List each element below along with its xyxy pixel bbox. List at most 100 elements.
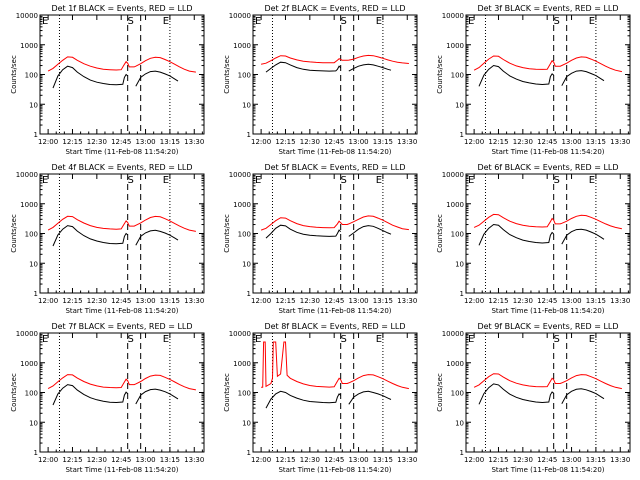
y-tick-label: 100 — [451, 390, 464, 398]
x-tick-label: 12:15 — [488, 456, 508, 464]
x-tick-label: 13:15 — [586, 297, 606, 305]
y-tick-label: 10000 — [229, 12, 251, 20]
x-axis-label: Start Time (11-Feb-08 11:54:20) — [65, 307, 178, 315]
plot-frame — [39, 332, 205, 453]
y-tick-label: 1 — [34, 131, 38, 139]
x-tick-label: 12:45 — [537, 456, 557, 464]
series-events-line — [135, 388, 179, 405]
y-axis-label: Counts/sec — [10, 55, 18, 94]
x-tick-label: 13:30 — [397, 456, 417, 464]
series-lld-line — [47, 56, 196, 73]
x-tick-label: 13:15 — [373, 138, 393, 146]
x-tick-label: 13:00 — [135, 138, 155, 146]
x-tick-label: 13:15 — [160, 297, 180, 305]
series-events-line — [135, 229, 179, 246]
x-tick-label: 13:30 — [184, 297, 204, 305]
y-tick-label: 1000 — [233, 360, 251, 368]
x-tick-label: 12:15 — [275, 456, 295, 464]
y-tick-label: 1 — [460, 131, 464, 139]
y-tick-label: 1 — [460, 290, 464, 298]
x-tick-label: 12:30 — [300, 138, 320, 146]
y-tick-label: 1000 — [233, 201, 251, 209]
x-tick-label: 12:30 — [87, 138, 107, 146]
y-tick-label: 1 — [34, 449, 38, 457]
marker-label-S: S — [554, 16, 560, 27]
x-tick-label: 12:45 — [111, 138, 131, 146]
x-tick-label: 12:00 — [251, 297, 271, 305]
y-axis-label: Counts/sec — [10, 373, 18, 412]
series-events-line — [478, 64, 555, 87]
y-tick-label: 10000 — [442, 12, 464, 20]
series-events-line — [135, 70, 179, 87]
x-tick-label: 12:30 — [513, 138, 533, 146]
y-tick-label: 100 — [25, 390, 38, 398]
marker-label-S: S — [554, 175, 560, 186]
x-tick-label: 12:15 — [275, 297, 295, 305]
x-tick-label: 13:30 — [184, 138, 204, 146]
marker-label-E-start: E — [468, 175, 474, 186]
x-tick-label: 13:15 — [373, 297, 393, 305]
y-axis-label: Counts/sec — [223, 55, 231, 94]
series-lld-line — [260, 215, 409, 231]
y-tick-label: 10000 — [16, 12, 38, 20]
x-tick-label: 12:00 — [464, 297, 484, 305]
marker-label-S: S — [341, 334, 347, 345]
series-events-line — [265, 61, 342, 73]
y-tick-label: 1000 — [233, 42, 251, 50]
y-tick-label: 10 — [29, 101, 38, 109]
y-axis-label: Counts/sec — [436, 55, 444, 94]
detector-panel-2: Det 2f BLACK = Events, RED = LLD 1 10 100 10… — [223, 4, 418, 156]
y-tick-label: 10 — [455, 260, 464, 268]
x-tick-label: 13:15 — [586, 138, 606, 146]
x-tick-label: 12:15 — [488, 297, 508, 305]
detector-panel-3: Det 3f BLACK = Events, RED = LLD 1 10 100 10… — [436, 4, 631, 156]
series-lld-line — [260, 54, 409, 65]
x-tick-label: 13:00 — [348, 456, 368, 464]
marker-label-E-end: E — [589, 16, 595, 27]
x-tick-label: 12:15 — [488, 138, 508, 146]
y-tick-label: 1 — [34, 290, 38, 298]
marker-label-E-end: E — [163, 334, 169, 345]
y-tick-label: 100 — [25, 231, 38, 239]
marker-label-S: S — [341, 16, 347, 27]
x-tick-label: 13:15 — [160, 456, 180, 464]
x-tick-label: 13:30 — [184, 456, 204, 464]
detector-panel-7: Det 7f BLACK = Events, RED = LLD 1 10 100 10… — [10, 322, 205, 474]
x-tick-label: 12:30 — [300, 297, 320, 305]
x-tick-label: 12:15 — [62, 456, 82, 464]
marker-label-E-end: E — [376, 334, 382, 345]
panel-title: Det 7f BLACK = Events, RED = LLD — [51, 322, 192, 331]
y-tick-label: 10 — [455, 419, 464, 427]
marker-label-E-end: E — [589, 334, 595, 345]
panel-title: Det 2f BLACK = Events, RED = LLD — [264, 4, 405, 13]
x-axis-label: Start Time (11-Feb-08 11:54:20) — [491, 307, 604, 315]
y-tick-label: 10000 — [229, 171, 251, 179]
y-axis-label: Counts/sec — [436, 214, 444, 253]
series-lld-line — [47, 215, 196, 232]
x-tick-label: 13:30 — [610, 138, 630, 146]
y-tick-label: 100 — [25, 72, 38, 80]
y-tick-label: 1000 — [20, 42, 38, 50]
series-events-line — [52, 225, 129, 247]
marker-label-S: S — [128, 175, 134, 186]
x-tick-label: 12:45 — [111, 456, 131, 464]
marker-label-E-start: E — [468, 334, 474, 345]
y-tick-label: 10 — [242, 260, 251, 268]
x-tick-label: 12:45 — [324, 456, 344, 464]
y-tick-label: 10000 — [16, 330, 38, 338]
x-tick-label: 12:30 — [87, 456, 107, 464]
x-tick-label: 12:15 — [62, 138, 82, 146]
y-axis-label: Counts/sec — [10, 214, 18, 253]
y-tick-label: 1000 — [20, 201, 38, 209]
y-tick-label: 100 — [238, 231, 251, 239]
y-tick-label: 1000 — [20, 360, 38, 368]
x-tick-label: 12:00 — [38, 456, 58, 464]
panel-title: Det 8f BLACK = Events, RED = LLD — [264, 322, 405, 331]
x-tick-label: 13:00 — [135, 456, 155, 464]
marker-label-E-start: E — [42, 334, 48, 345]
series-events-line — [478, 383, 555, 405]
x-tick-label: 13:15 — [586, 456, 606, 464]
x-tick-label: 12:00 — [251, 456, 271, 464]
detector-panel-6: Det 6f BLACK = Events, RED = LLD 1 10 100 10… — [436, 163, 631, 315]
marker-label-E-end: E — [163, 16, 169, 27]
